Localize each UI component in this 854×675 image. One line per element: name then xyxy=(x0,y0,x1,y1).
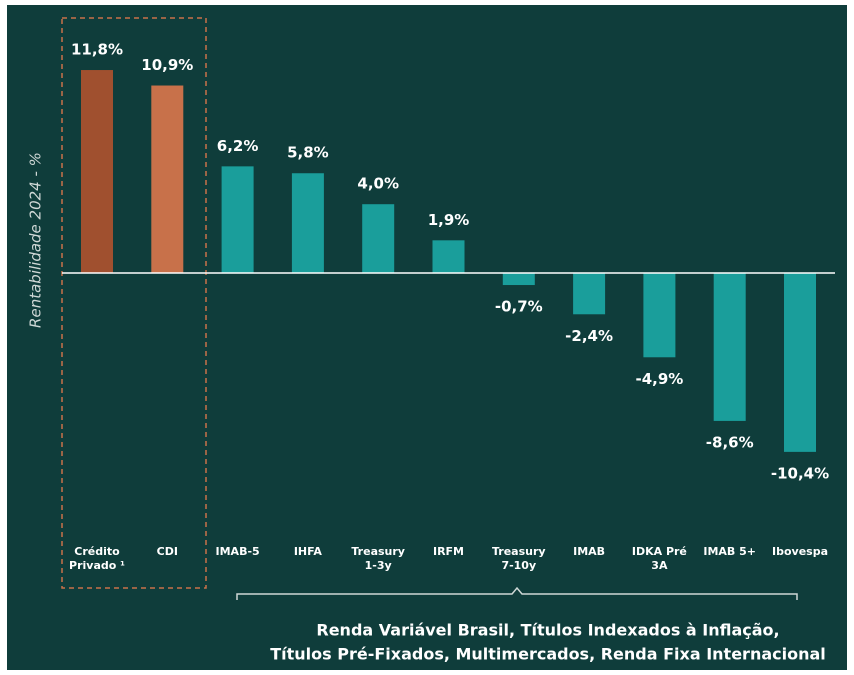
value-label: 10,9% xyxy=(141,56,193,74)
x-tick-label: IMAB-5 xyxy=(215,545,260,558)
bar xyxy=(221,166,254,273)
bar xyxy=(81,70,113,273)
bar xyxy=(573,273,606,315)
x-tick-label: CDI xyxy=(156,545,178,558)
bar xyxy=(502,273,535,286)
bar xyxy=(151,85,184,274)
x-tick-label: IDKA Pré 3A xyxy=(631,545,687,572)
annotation: Renda Variável Brasil, Títulos Indexados… xyxy=(316,621,779,640)
value-label: -8,6% xyxy=(706,433,754,451)
x-tick-label: Treasury 7-10y xyxy=(492,545,546,572)
bar xyxy=(713,273,746,421)
value-label: 11,8% xyxy=(71,41,123,59)
annotation: Títulos Pré-Fixados, Multimercados, Rend… xyxy=(270,645,826,664)
x-tick-label: Crédito Privado ¹ xyxy=(69,545,125,572)
bar xyxy=(432,240,465,273)
brace xyxy=(236,586,798,600)
value-label: 5,8% xyxy=(287,144,329,162)
x-tick-label: IMAB 5+ xyxy=(703,545,756,558)
bar xyxy=(291,173,324,273)
x-tick-label: IRFM xyxy=(432,545,465,558)
x-tick-label: IMAB xyxy=(573,545,606,558)
highlight-box xyxy=(61,17,207,589)
x-tick-label: Treasury 1-3y xyxy=(351,545,405,572)
background xyxy=(7,5,847,670)
value-label: 4,0% xyxy=(357,175,399,193)
bar xyxy=(784,273,816,452)
bar xyxy=(362,204,395,273)
y-axis-label: Rentabilidade 2024 - % xyxy=(27,152,45,328)
value-label: -2,4% xyxy=(565,327,613,345)
x-tick-label: IHFA xyxy=(293,545,322,558)
value-label: -10,4% xyxy=(771,464,829,482)
value-label: -4,9% xyxy=(635,370,683,388)
x-tick-label: Ibovespa xyxy=(772,545,828,558)
value-label: 6,2% xyxy=(217,137,259,155)
bar xyxy=(643,273,676,358)
value-label: -0,7% xyxy=(495,298,543,316)
value-label: 1,9% xyxy=(428,211,470,229)
